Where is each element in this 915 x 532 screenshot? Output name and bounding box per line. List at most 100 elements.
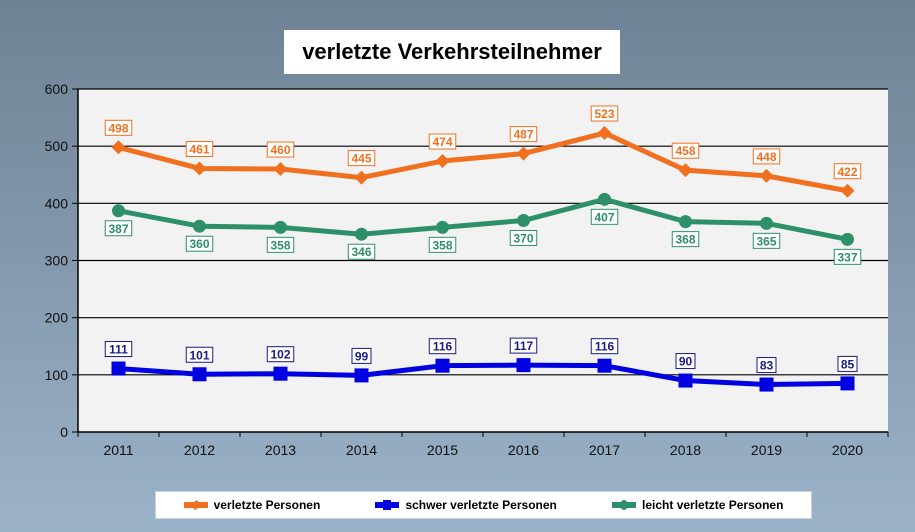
data-point-marker xyxy=(517,213,530,227)
data-point-marker xyxy=(355,227,368,241)
data-label: 460 xyxy=(270,143,290,157)
data-label: 498 xyxy=(108,121,128,135)
data-label: 370 xyxy=(513,231,533,245)
data-label-box xyxy=(752,232,781,249)
data-label-box xyxy=(671,142,700,159)
legend-label-leicht: leicht verletzte Personen xyxy=(642,498,784,512)
data-label-box xyxy=(104,220,133,237)
data-point-marker xyxy=(111,140,126,155)
data-point-marker xyxy=(840,183,855,198)
data-label-box xyxy=(590,208,619,225)
data-point-marker xyxy=(597,126,612,141)
x-tick-label: 2017 xyxy=(589,442,620,458)
data-label: 422 xyxy=(837,165,857,179)
y-tick-label: 500 xyxy=(45,138,69,154)
data-label-box xyxy=(266,141,295,158)
data-label: 461 xyxy=(189,142,209,156)
legend-item-verletzte: verletzte Personen xyxy=(183,498,321,512)
data-label: 346 xyxy=(351,245,371,259)
data-point-marker xyxy=(436,220,449,234)
legend-marker xyxy=(620,500,629,510)
x-tick-label: 2011 xyxy=(103,442,133,458)
legend-marker xyxy=(190,499,201,511)
x-tick-label: 2015 xyxy=(427,442,458,458)
data-label-box xyxy=(675,353,696,370)
data-point-marker xyxy=(759,168,774,183)
legend-item-schwer: schwer verletzte Personen xyxy=(375,498,557,512)
data-label: 358 xyxy=(432,238,452,252)
data-label: 90 xyxy=(679,355,693,369)
data-label: 458 xyxy=(675,144,695,158)
data-label-box xyxy=(351,347,372,364)
data-point-marker xyxy=(273,162,288,177)
data-label: 523 xyxy=(594,107,614,121)
data-label: 448 xyxy=(756,150,776,164)
legend-swatch-schwer xyxy=(375,500,400,510)
data-label-box xyxy=(509,337,538,354)
data-point-marker xyxy=(354,170,369,185)
legend-item-leicht: leicht verletzte Personen xyxy=(612,498,783,512)
data-label: 445 xyxy=(351,152,371,166)
x-tick-label: 2019 xyxy=(751,442,782,458)
chart-title: verletzte Verkehrsteilnehmer xyxy=(284,30,620,74)
data-point-marker xyxy=(435,358,450,373)
data-label: 99 xyxy=(355,349,369,363)
x-tick-label: 2018 xyxy=(670,442,701,458)
data-point-marker xyxy=(759,377,774,392)
y-tick-label: 100 xyxy=(45,367,69,383)
data-label-box xyxy=(833,248,862,265)
y-tick-label: 400 xyxy=(45,195,69,211)
data-point-marker xyxy=(678,373,693,388)
data-point-marker xyxy=(193,219,206,233)
data-point-marker xyxy=(760,216,773,230)
series-line-1 xyxy=(117,130,848,194)
data-point-marker xyxy=(597,358,612,373)
data-label-box xyxy=(752,148,781,165)
data-label: 85 xyxy=(841,357,855,371)
data-label: 387 xyxy=(108,222,128,236)
data-label-box xyxy=(104,119,133,136)
data-label-box xyxy=(671,231,700,248)
data-point-marker xyxy=(840,376,855,391)
data-label-box xyxy=(428,133,457,150)
y-tick-label: 0 xyxy=(60,424,68,440)
data-label: 101 xyxy=(189,348,209,362)
data-label: 360 xyxy=(189,237,209,251)
data-point-marker xyxy=(435,154,450,169)
data-label-box xyxy=(185,140,214,157)
data-label: 358 xyxy=(270,238,290,252)
data-label: 116 xyxy=(595,340,615,354)
data-label-box xyxy=(104,341,133,358)
data-label: 474 xyxy=(432,135,452,149)
data-point-marker xyxy=(679,215,692,229)
x-tick-label: 2020 xyxy=(832,442,863,458)
data-label-box xyxy=(185,346,214,363)
data-point-marker xyxy=(354,368,369,383)
series-line-2 xyxy=(118,362,848,388)
data-label-box xyxy=(590,338,619,355)
data-label: 487 xyxy=(513,128,533,142)
data-label-box xyxy=(428,338,457,355)
data-label-box xyxy=(185,235,214,252)
legend-label-verletzte: verletzte Personen xyxy=(213,498,321,512)
data-label-box xyxy=(509,229,538,246)
chart-title-text: verletzte Verkehrsteilnehmer xyxy=(302,39,602,64)
data-point-marker xyxy=(598,192,611,206)
data-label: 365 xyxy=(756,234,776,248)
data-label-box xyxy=(347,150,376,167)
data-label-box xyxy=(756,357,777,374)
data-point-marker xyxy=(841,232,854,246)
data-point-marker xyxy=(678,163,693,178)
y-tick-label: 600 xyxy=(45,81,69,97)
data-label-box xyxy=(509,126,538,143)
data-label: 83 xyxy=(760,359,774,373)
legend-label-schwer: schwer verletzte Personen xyxy=(405,498,557,512)
y-tick-label: 300 xyxy=(45,253,69,269)
data-label: 117 xyxy=(514,339,534,353)
series-line-3 xyxy=(118,196,848,242)
data-label: 407 xyxy=(594,210,614,224)
legend-swatch-verletzte xyxy=(183,499,208,511)
data-point-marker xyxy=(111,361,126,376)
data-label-box xyxy=(266,236,295,253)
